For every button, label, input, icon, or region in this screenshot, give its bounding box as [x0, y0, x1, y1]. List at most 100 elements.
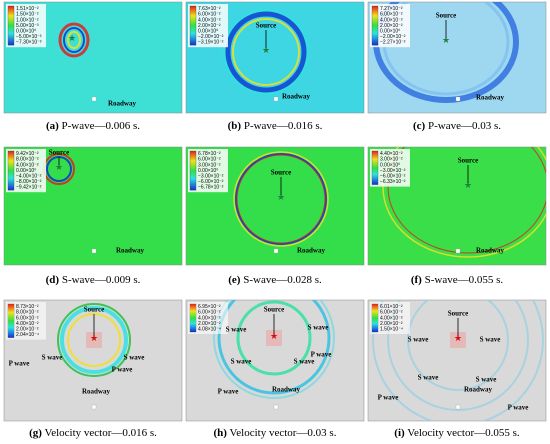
annotation: Source [271, 169, 291, 177]
wave-ring [387, 147, 546, 254]
caption: (c) P-wave—0.03 s. [413, 120, 501, 132]
annotation: Source [448, 310, 468, 318]
legend-label: 4.00×10⁻² [380, 315, 403, 321]
waves [223, 9, 309, 95]
waves [58, 22, 90, 58]
caption: (i) Velocity vector—0.055 s. [394, 427, 520, 439]
legend-label: 1.51×10⁻² [16, 6, 39, 12]
panel: ★4.40×10⁻²3.00×10⁻²0.00×10⁰−3.00×10⁻²−6.… [367, 146, 547, 266]
source-star: ★ [454, 333, 462, 343]
colorbar-fill [8, 304, 14, 338]
annotation: Source [458, 157, 478, 165]
caption-text: S-wave—0.009 s. [62, 274, 141, 286]
legend-label: 1.50×10⁻² [16, 12, 39, 18]
annotation: S wave [408, 336, 429, 344]
legend-label: 0.00×10⁰ [198, 29, 218, 35]
roadway-marker [91, 248, 97, 254]
wave-ring [235, 153, 327, 245]
caption-label: (e) [228, 274, 241, 286]
legend-label: 6.00×10⁻² [198, 12, 221, 18]
annotation: P wave [112, 366, 133, 374]
waves [382, 147, 546, 258]
legend-label: −6.78×10⁻² [198, 185, 224, 191]
legend-label: −3.19×10⁻² [198, 40, 224, 46]
annotation: S wave [418, 374, 439, 382]
caption-text: S-wave—0.028 s. [243, 274, 322, 286]
annotation: P wave [508, 404, 529, 412]
caption-text: Velocity vector—0.055 s. [407, 427, 520, 439]
legend-label: 4.00×10⁻² [16, 321, 39, 327]
caption-label: (c) [413, 120, 426, 132]
legend-label: −9.42×10⁻² [16, 185, 42, 191]
caption-text: S-wave—0.055 s. [425, 274, 504, 286]
wave-ring [57, 303, 131, 377]
wave-ring [63, 27, 85, 53]
source-zone [86, 332, 102, 348]
annotation: Source [264, 306, 284, 314]
wave-ring [67, 31, 81, 49]
legend-label: 6.00×10⁻² [198, 157, 221, 163]
waves [213, 300, 335, 399]
source-star: ★ [55, 162, 63, 172]
legend-label: 4.40×10⁻² [380, 151, 403, 157]
caption-label: (d) [46, 274, 60, 286]
panel: ★ 6.01×10⁻²6.00×10⁻²4.00×10⁻²2.00×10⁻²1.5… [367, 299, 547, 422]
annotation: S wave [226, 326, 247, 334]
legend-label: 4.00×10⁻² [16, 162, 39, 168]
waves [372, 300, 544, 421]
roadway-marker [455, 248, 461, 254]
legend-label: 2.00×10⁻² [198, 23, 221, 29]
annotation: S wave [476, 376, 497, 384]
legend-label: 6.00×10⁻² [380, 12, 403, 18]
legend-label: 6.00×10⁻² [16, 315, 39, 321]
annotation: Roadway [82, 388, 111, 396]
legend-label: −2.00×10⁻² [198, 34, 224, 40]
waves [233, 151, 329, 247]
panel: ★ 1.51×10⁻²1.50×10⁻²1.00×10⁻²5.00×10⁻³0.0… [3, 1, 183, 114]
panel: ★ 9.42×10⁻²8.00×10⁻²4.00×10⁻²0.00×10⁰−4.0… [3, 146, 183, 266]
legend-label: 9.42×10⁻² [16, 151, 39, 157]
roadway-marker [455, 96, 461, 102]
legend-label: 4.08×10⁻⁴ [198, 327, 221, 333]
caption-label: (i) [394, 427, 405, 439]
annotation: P wave [218, 388, 239, 396]
wave-ring [387, 300, 529, 411]
panel: ★ 6.95×10⁻²6.00×10⁻²4.00×10⁻²2.00×10⁻²4.0… [185, 299, 365, 422]
annotation: S wave [231, 358, 252, 366]
annotation: Source [84, 306, 104, 314]
caption-label: (b) [228, 120, 242, 132]
legend-label: 7.27×10⁻² [380, 6, 403, 12]
annotation: Source [256, 22, 276, 30]
source-star: ★ [90, 333, 98, 343]
annotation: P wave [378, 394, 399, 402]
caption: (b) P-wave—0.016 s. [228, 120, 323, 132]
caption-label: (f) [411, 274, 422, 286]
caption-text: P-wave—0.006 s. [62, 120, 141, 132]
wave-ring [407, 300, 509, 391]
legend-label: 3.00×10⁻² [198, 162, 221, 168]
annotation: S wave [294, 358, 315, 366]
annotation: P wave [9, 360, 30, 368]
wave-ring [225, 11, 307, 93]
legend-label: −3.00×10⁻² [380, 168, 406, 174]
legend-label: 2.00×10⁻² [16, 327, 39, 333]
caption: (e) S-wave—0.028 s. [228, 274, 322, 286]
colorbar-fill [372, 304, 378, 332]
panel: ★ 7.63×10⁻²6.00×10⁻²4.00×10⁻²2.00×10⁻²0.0… [185, 1, 365, 114]
roadway-marker [455, 404, 461, 410]
legend-label: −3.00×10⁻² [198, 174, 224, 180]
legend-label: 4.00×10⁻² [380, 17, 403, 23]
caption: (d) S-wave—0.009 s. [46, 274, 141, 286]
caption-label: (a) [46, 120, 59, 132]
colorbar [371, 150, 379, 185]
caption: (g) Velocity vector—0.016 s. [29, 427, 157, 439]
legend-label: −5.00×10⁻³ [16, 34, 42, 40]
source-zone [266, 330, 282, 346]
legend-label: 3.00×10⁻² [380, 157, 403, 163]
annotation: Roadway [297, 247, 326, 255]
legend-label: −6.00×10⁻² [198, 179, 224, 185]
colorbar [7, 150, 15, 191]
wave-ring [236, 154, 326, 244]
legend-label: 2.04×10⁻⁴ [16, 332, 39, 338]
legend-label: 0.00×10⁰ [16, 29, 36, 35]
